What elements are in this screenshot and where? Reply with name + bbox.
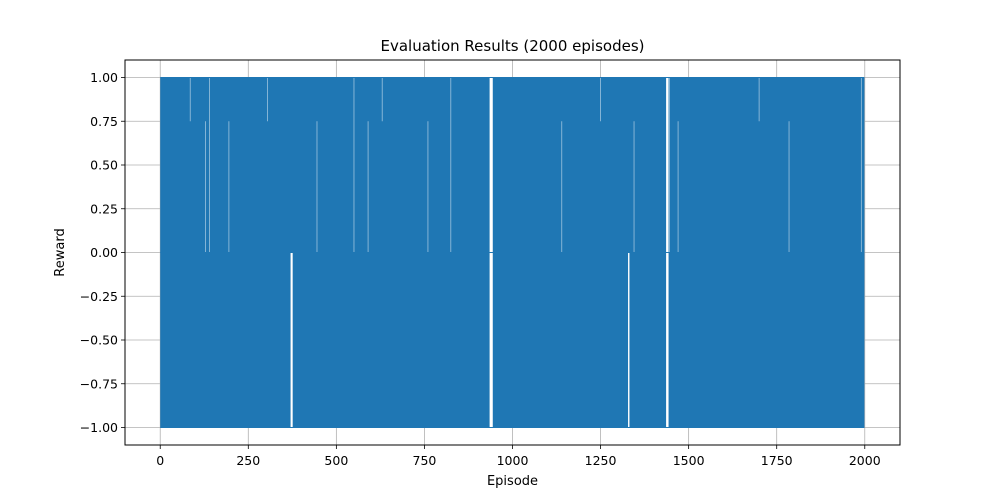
x-axis: 0 250 500 750 1000 1250 1500 1750 2000 (156, 445, 881, 468)
y-tick-label: 0.25 (90, 201, 118, 216)
x-tick-label: 2000 (849, 453, 881, 468)
y-axis: 1.00 0.75 0.50 0.25 0.00 −0.25 −0.50 −0.75 −1.00 (80, 70, 125, 435)
y-tick-label: 0.50 (90, 158, 118, 173)
y-tick-label: 0.00 (90, 245, 118, 260)
y-tick-label: −1.00 (80, 420, 118, 435)
y-tick-label: −0.25 (80, 289, 118, 304)
series-gap-lower (489, 252, 493, 429)
x-tick-label: 1500 (673, 453, 705, 468)
x-tick-label: 1250 (585, 453, 617, 468)
y-tick-label: −0.50 (80, 333, 118, 348)
series-gap-lower (628, 252, 630, 429)
x-tick-label: 750 (413, 453, 437, 468)
x-tick-label: 0 (156, 453, 164, 468)
x-tick-label: 500 (324, 453, 348, 468)
x-axis-label: Episode (487, 474, 538, 489)
series-gap-upper (489, 76, 493, 253)
y-axis-label: Reward (53, 228, 68, 276)
y-tick-label: −0.75 (80, 376, 118, 391)
x-tick-label: 250 (236, 453, 260, 468)
x-tick-label: 1000 (497, 453, 529, 468)
chart-title: Evaluation Results (2000 episodes) (381, 37, 645, 55)
series-gap-lower (666, 252, 669, 429)
series-gap-lower (290, 252, 293, 429)
series-gap-upper (666, 76, 669, 253)
y-tick-label: 0.75 (90, 114, 118, 129)
y-tick-label: 1.00 (90, 70, 118, 85)
series-reward (160, 76, 865, 429)
x-tick-label: 1750 (761, 453, 793, 468)
